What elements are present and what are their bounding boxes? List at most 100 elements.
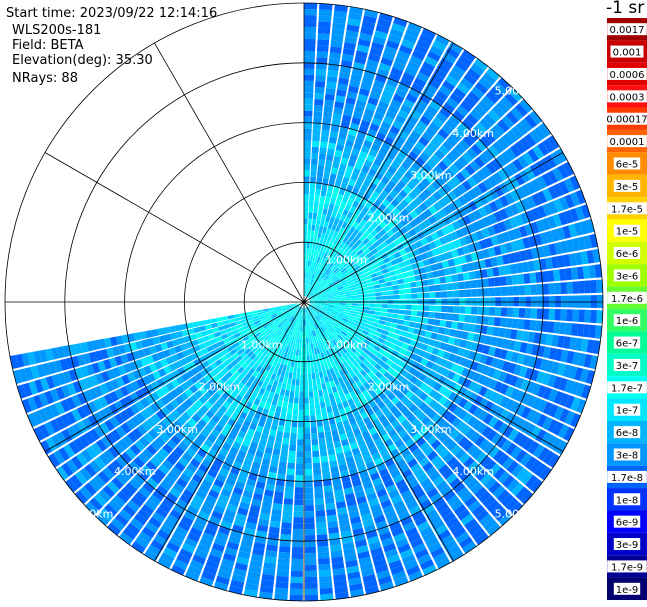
gate-cell xyxy=(433,319,441,326)
gate-cell xyxy=(553,183,564,197)
gate-cell xyxy=(260,464,270,472)
gate-cell xyxy=(443,267,451,276)
gate-cell xyxy=(110,378,120,390)
gate-cell xyxy=(305,594,319,601)
gate-cell xyxy=(225,371,233,379)
gate-cell xyxy=(524,367,534,380)
gate-cell xyxy=(584,309,591,323)
gate-cell xyxy=(283,498,293,505)
gate-cell xyxy=(290,309,296,315)
gate-cell xyxy=(264,377,271,384)
gate-cell xyxy=(354,162,363,171)
gate-cell xyxy=(233,568,247,577)
gate-cell xyxy=(323,252,328,260)
gate-cell xyxy=(536,246,545,258)
gate-cell xyxy=(372,240,381,248)
gate-cell xyxy=(347,320,354,325)
gate-cell xyxy=(387,392,396,401)
gate-cell xyxy=(332,310,339,314)
gate-cell xyxy=(565,322,573,336)
gate-cell xyxy=(322,282,328,288)
gate-cell xyxy=(389,28,404,39)
gate-cell xyxy=(464,314,471,323)
gate-cell xyxy=(176,499,189,510)
gate-cell xyxy=(439,276,447,284)
gate-cell xyxy=(277,322,283,328)
gate-cell xyxy=(576,398,587,414)
gate-cell xyxy=(221,558,235,568)
gate-cell xyxy=(356,259,364,265)
gate-cell xyxy=(289,322,294,329)
gate-cell xyxy=(299,385,304,392)
gate-cell xyxy=(370,472,380,481)
gate-cell xyxy=(413,268,421,276)
gate-cell xyxy=(394,170,404,180)
gate-cell xyxy=(100,349,109,360)
gate-cell xyxy=(307,331,310,338)
gate-cell xyxy=(321,317,327,323)
gate-cell xyxy=(328,393,335,401)
gate-cell xyxy=(234,481,245,490)
gate-cell xyxy=(553,391,564,405)
gate-cell xyxy=(321,299,328,301)
gate-cell xyxy=(286,468,295,476)
gate-cell xyxy=(249,422,257,431)
gate-cell xyxy=(554,348,563,362)
gate-cell xyxy=(268,378,275,386)
gate-cell xyxy=(146,417,157,428)
gate-cell xyxy=(487,109,501,123)
gate-cell xyxy=(252,548,265,556)
gate-cell xyxy=(306,242,310,249)
gate-cell xyxy=(577,353,587,367)
gate-cell xyxy=(381,175,390,185)
gate-cell xyxy=(430,439,442,450)
gate-cell xyxy=(331,471,340,480)
gate-cell xyxy=(274,327,281,334)
gate-cell xyxy=(541,321,549,333)
gate-cell xyxy=(486,429,498,442)
gate-cell xyxy=(333,378,340,386)
gate-cell xyxy=(319,575,332,583)
gate-cell xyxy=(343,313,350,318)
gate-cell xyxy=(371,85,383,95)
gate-cell xyxy=(300,361,304,368)
gate-cell xyxy=(90,442,103,456)
gate-cell xyxy=(330,124,340,132)
gate-cell xyxy=(490,503,504,517)
gate-cell xyxy=(253,398,261,406)
gate-cell xyxy=(367,535,380,545)
gate-cell xyxy=(300,373,304,380)
gate-cell xyxy=(322,177,329,185)
gate-cell xyxy=(368,53,381,63)
gate-cell xyxy=(218,526,231,536)
gate-cell xyxy=(331,192,338,200)
gate-cell xyxy=(439,507,453,519)
gate-cell xyxy=(463,389,473,400)
gate-cell xyxy=(309,302,316,305)
gate-cell xyxy=(270,332,277,338)
gate-cell xyxy=(337,206,345,215)
gate-cell xyxy=(188,361,196,370)
gate-cell xyxy=(288,354,293,361)
gate-cell xyxy=(121,374,131,385)
gate-cell xyxy=(170,399,180,409)
gate-cell xyxy=(203,438,214,448)
gate-cell xyxy=(313,360,318,367)
gate-cell xyxy=(414,379,423,388)
gate-cell xyxy=(363,381,371,390)
gate-cell xyxy=(304,546,316,554)
gate-cell xyxy=(309,337,313,344)
gate-cell xyxy=(210,428,220,438)
gate-cell xyxy=(215,410,224,419)
gate-cell xyxy=(321,383,327,390)
gate-cell xyxy=(277,350,283,357)
gate-cell xyxy=(349,370,356,378)
gate-cell xyxy=(311,438,319,446)
gate-cell xyxy=(219,447,229,457)
gate-cell xyxy=(93,493,107,507)
gate-cell xyxy=(499,195,510,207)
gate-cell xyxy=(251,436,260,445)
gate-cell xyxy=(327,306,334,309)
gate-cell xyxy=(317,165,325,172)
gate-cell xyxy=(352,111,363,120)
